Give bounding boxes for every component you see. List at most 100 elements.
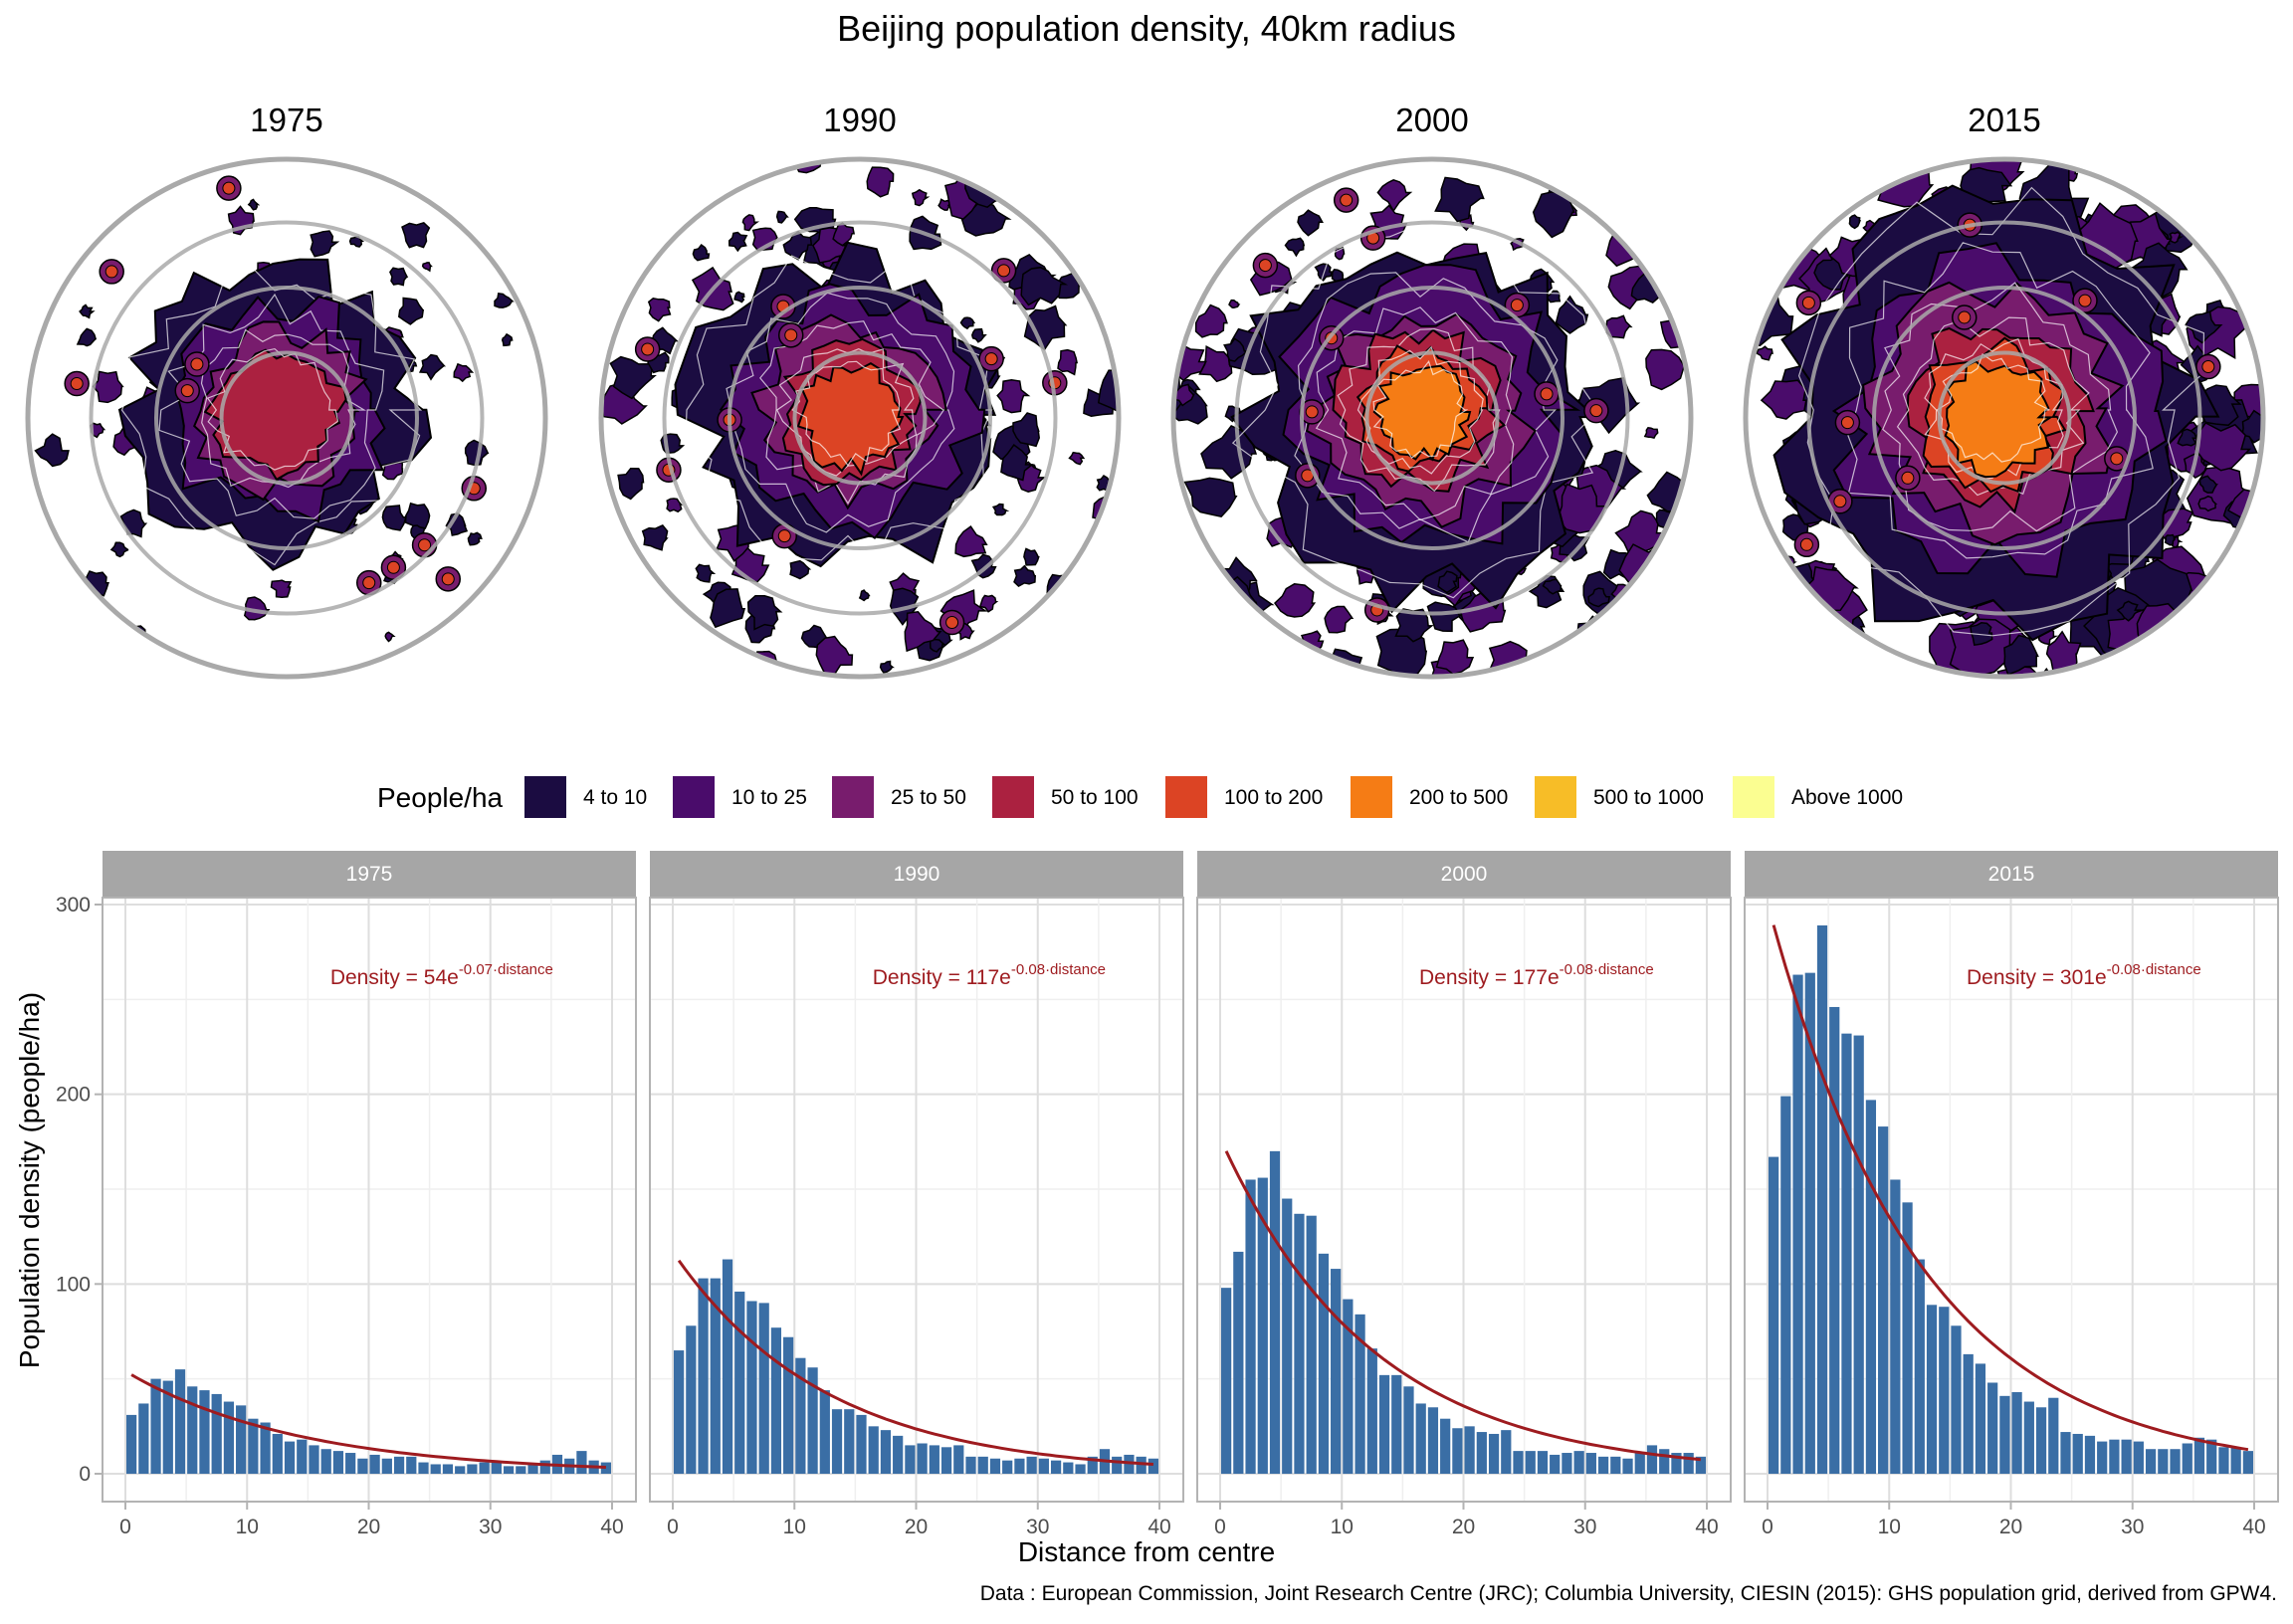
map-blob (1394, 608, 1434, 643)
bar-2015-14 (1939, 1307, 1950, 1474)
bar-1975-4 (174, 1369, 186, 1474)
bar-2000-3 (1257, 1177, 1268, 1474)
map-blob (2198, 475, 2218, 494)
bar-1990-6 (746, 1301, 757, 1474)
map-blob (789, 559, 812, 580)
bar-2015-36 (2206, 1439, 2217, 1474)
map-blob (904, 610, 942, 653)
map-contour-highlight (1847, 242, 2154, 559)
map-blob (746, 594, 783, 631)
x-tick-label: 30 (479, 1516, 502, 1538)
bar-2015-3 (1804, 972, 1815, 1474)
bar-2015-17 (1975, 1363, 1986, 1474)
map-blob (1057, 348, 1079, 376)
bar-2015-35 (2193, 1437, 2205, 1474)
bar-2000-11 (1355, 1314, 1365, 1474)
bar-2015-34 (2182, 1443, 2192, 1474)
map-blob (879, 660, 895, 674)
map-hotspot-core (1589, 404, 1603, 418)
map-blob (832, 222, 856, 247)
bar-2000-20 (1464, 1426, 1475, 1474)
density-map-1975 (25, 156, 548, 680)
bar-2015-25 (2072, 1433, 2083, 1474)
bar-2015-15 (1951, 1325, 1962, 1474)
map-blob (954, 525, 988, 558)
map-hotspot-core (997, 264, 1011, 278)
bar-2015-19 (1999, 1395, 2010, 1474)
bar-1975-34 (539, 1460, 550, 1474)
bar-2000-14 (1391, 1374, 1402, 1474)
x-tick-label: 10 (783, 1516, 806, 1538)
map-blob (1970, 622, 1993, 647)
bar-1990-14 (844, 1409, 855, 1474)
bar-2015-12 (1914, 1259, 1925, 1474)
map-blob (421, 262, 433, 273)
map-hotspot-core (1958, 310, 1972, 324)
bar-2015-2 (1792, 974, 1803, 1474)
legend-key-10-25 (673, 776, 715, 818)
map-blob (247, 198, 261, 211)
bar-2015-13 (1926, 1305, 1938, 1474)
bar-1975-27 (455, 1466, 466, 1474)
legend-label: 100 to 200 (1224, 786, 1324, 809)
bar-1975-12 (272, 1433, 283, 1474)
y-tick-label: 300 (56, 894, 91, 916)
bar-2000-26 (1537, 1451, 1549, 1474)
map-blob (959, 316, 976, 330)
bar-1975-14 (297, 1439, 308, 1474)
fit-curve-1990 (677, 1259, 1153, 1466)
bar-1990-4 (722, 1259, 733, 1474)
bar-panel-1975: Density = 54e-0.07·distance 0 10 20 30 40 0 100… (56, 894, 637, 1538)
x-tick-label: 30 (1573, 1516, 1596, 1538)
map-blob (79, 304, 96, 319)
map-hotspot-core (1305, 405, 1319, 419)
bar-2015-4 (1816, 924, 1828, 1474)
bar-1990-8 (770, 1327, 782, 1474)
bar-1990-33 (1075, 1464, 1086, 1474)
bar-2015-16 (1963, 1353, 1974, 1474)
bar-1990-37 (1124, 1454, 1135, 1474)
x-tick-label: 0 (1214, 1516, 1226, 1538)
bar-1975-30 (491, 1462, 502, 1474)
bar-1990-30 (1038, 1458, 1049, 1474)
bar-2000-29 (1573, 1451, 1584, 1474)
map-distance-ring-10km (792, 350, 928, 486)
map-hotspot-core (1510, 299, 1524, 312)
map-blob (996, 379, 1031, 414)
legend-label: 10 to 25 (731, 786, 807, 809)
map-hotspot-core (784, 328, 798, 342)
x-tick-label: 40 (1147, 1516, 1170, 1538)
bar-1990-21 (929, 1445, 939, 1474)
x-tick-label: 40 (1695, 1516, 1718, 1538)
map-blob (2169, 231, 2185, 244)
map-blob (1274, 583, 1317, 618)
bar-1990-13 (831, 1409, 843, 1474)
map-blob (1577, 376, 1641, 435)
bar-panel-2015: Density = 301e-0.08·distance 0 10 20 30 40 (1744, 897, 2279, 1538)
bar-2015-6 (1841, 1033, 1852, 1474)
map-blob (1297, 209, 1324, 237)
map-blob (866, 166, 895, 198)
map-blob (1437, 570, 1458, 594)
map-blob (641, 523, 669, 551)
map-hotspot-core (362, 576, 376, 590)
bar-1990-24 (965, 1456, 976, 1474)
bar-2015-7 (1853, 1035, 1864, 1474)
bar-2015-26 (2084, 1435, 2096, 1474)
map-blob (389, 267, 409, 287)
bar-2000-19 (1452, 1428, 1463, 1474)
map-blob (1183, 477, 1238, 518)
bar-2000-13 (1378, 1374, 1390, 1474)
x-tick-label: 30 (1026, 1516, 1049, 1538)
bar-1990-25 (977, 1456, 988, 1474)
bar-panel-1990: Density = 117e-0.08·distance 0 10 20 30 40 (649, 897, 1184, 1538)
map-blob (1013, 564, 1036, 588)
bar-2015-8 (1865, 1100, 1877, 1474)
y-tick-label: 0 (79, 1463, 91, 1486)
map-distance-ring-20km (1872, 286, 2137, 550)
bar-2000-1 (1233, 1251, 1244, 1474)
bar-1975-10 (248, 1418, 259, 1474)
bar-1975-22 (393, 1456, 405, 1474)
map-blob (782, 230, 813, 261)
map-hotspot-core (2201, 360, 2215, 374)
